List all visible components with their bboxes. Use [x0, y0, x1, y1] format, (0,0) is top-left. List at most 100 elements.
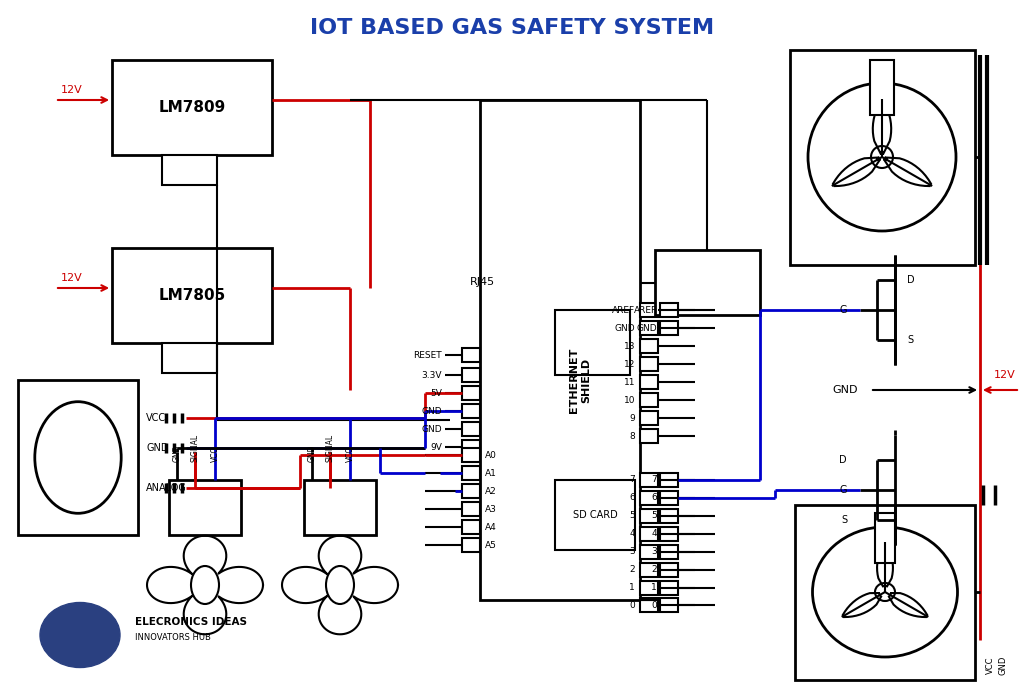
Bar	[640, 411, 658, 425]
Text: A1: A1	[485, 468, 497, 477]
Bar	[112, 248, 272, 343]
Text: A2: A2	[485, 487, 497, 496]
Text: VCC: VCC	[345, 446, 354, 462]
Text: 9V: 9V	[430, 443, 442, 452]
Text: SD CARD: SD CARD	[572, 510, 617, 520]
Bar	[462, 440, 480, 454]
Text: ETHERNET
SHIELD: ETHERNET SHIELD	[569, 347, 591, 413]
Bar	[640, 473, 658, 487]
Text: GND: GND	[636, 323, 657, 332]
Bar	[462, 538, 480, 552]
Text: RESET: RESET	[414, 351, 442, 360]
Bar	[162, 155, 217, 185]
Bar	[304, 480, 376, 535]
Bar	[18, 380, 138, 535]
Text: 7: 7	[630, 475, 635, 484]
Text: GND: GND	[146, 443, 169, 453]
Bar	[640, 303, 658, 317]
Bar	[112, 60, 272, 155]
Bar	[640, 339, 658, 353]
Text: 4: 4	[630, 530, 635, 539]
Bar	[795, 505, 975, 680]
Text: GND: GND	[421, 424, 442, 434]
Bar	[660, 545, 678, 559]
Text: 3.3V: 3.3V	[422, 371, 442, 379]
Bar	[640, 375, 658, 389]
Bar	[660, 473, 678, 487]
Text: GND: GND	[421, 406, 442, 415]
Bar	[640, 509, 658, 523]
Text: 1: 1	[651, 583, 657, 592]
Bar	[874, 513, 895, 563]
Text: 12: 12	[624, 360, 635, 369]
Text: 0: 0	[651, 601, 657, 609]
Bar	[870, 60, 894, 115]
Bar	[660, 321, 678, 335]
Text: A0: A0	[485, 450, 497, 459]
Text: D: D	[907, 275, 914, 285]
Text: GND: GND	[833, 385, 858, 395]
Text: ELECRONICS IDEAS: ELECRONICS IDEAS	[135, 617, 247, 627]
Text: D: D	[840, 455, 847, 465]
Bar	[462, 422, 480, 436]
Text: 4: 4	[651, 530, 657, 539]
Bar	[660, 527, 678, 541]
Text: A4: A4	[485, 523, 497, 532]
Bar	[555, 310, 630, 375]
Bar	[640, 429, 658, 443]
Text: INNOVATORS HUB: INNOVATORS HUB	[135, 634, 211, 643]
Bar	[462, 404, 480, 418]
Bar	[462, 448, 480, 462]
Text: S: S	[841, 515, 847, 525]
Text: 5: 5	[630, 512, 635, 521]
Text: G: G	[840, 485, 847, 495]
Bar	[462, 520, 480, 534]
Bar	[640, 491, 658, 505]
Bar	[640, 581, 658, 595]
Text: 7: 7	[651, 475, 657, 484]
Ellipse shape	[40, 602, 120, 668]
Text: G: G	[840, 305, 847, 315]
Bar	[462, 466, 480, 480]
Text: 12V: 12V	[61, 273, 83, 283]
Text: LM7809: LM7809	[159, 100, 225, 114]
Bar	[640, 393, 658, 407]
Bar	[462, 502, 480, 516]
Bar	[462, 348, 480, 362]
Text: A5: A5	[485, 540, 497, 549]
Text: 3: 3	[630, 548, 635, 556]
Text: LM7805: LM7805	[159, 287, 225, 302]
Bar	[462, 368, 480, 382]
Bar	[640, 563, 658, 577]
Bar	[660, 303, 678, 317]
Text: 12V: 12V	[994, 370, 1016, 380]
Text: A3: A3	[485, 505, 497, 514]
Bar	[169, 480, 241, 535]
Text: 3: 3	[651, 548, 657, 556]
Bar	[162, 343, 217, 373]
Bar	[660, 509, 678, 523]
Bar	[790, 50, 975, 265]
Text: 11: 11	[624, 378, 635, 387]
Text: 6: 6	[630, 493, 635, 503]
Text: 12V: 12V	[61, 85, 83, 95]
Text: AREF: AREF	[634, 305, 657, 314]
Text: GND: GND	[172, 445, 181, 462]
Bar	[660, 563, 678, 577]
Text: 2: 2	[630, 565, 635, 574]
Bar	[660, 581, 678, 595]
Text: 13: 13	[624, 342, 635, 351]
Text: ANALOG: ANALOG	[146, 483, 186, 493]
Bar	[462, 484, 480, 498]
Bar	[640, 357, 658, 371]
Text: IOT BASED GAS SAFETY SYSTEM: IOT BASED GAS SAFETY SYSTEM	[310, 18, 714, 38]
Text: GND: GND	[614, 323, 635, 332]
Text: GND: GND	[307, 445, 316, 462]
Text: RJ45: RJ45	[469, 277, 495, 287]
Text: SIGNAL: SIGNAL	[326, 434, 335, 462]
Bar	[660, 491, 678, 505]
Text: 6: 6	[651, 493, 657, 503]
Text: 1: 1	[630, 583, 635, 592]
Text: 5V: 5V	[430, 388, 442, 397]
Text: GND: GND	[998, 655, 1008, 675]
